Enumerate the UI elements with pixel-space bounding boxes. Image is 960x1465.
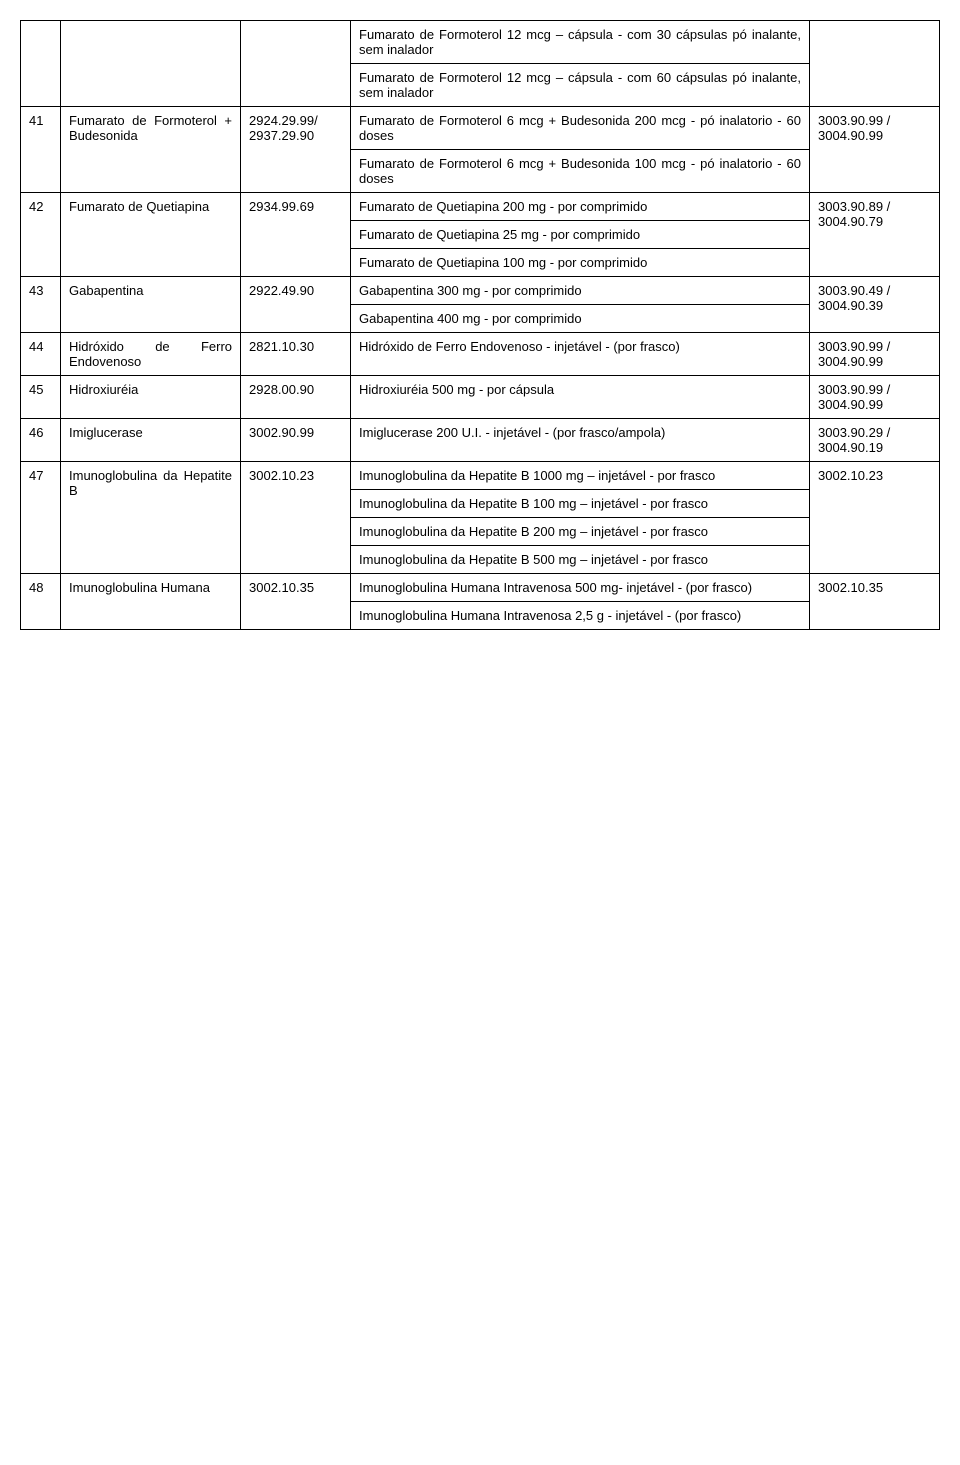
description-item: Imunoglobulina da Hepatite B 200 mg – in…: [351, 518, 809, 546]
code-secondary: 3003.90.29 / 3004.90.19: [810, 419, 940, 462]
code-secondary: 3003.90.99 / 3004.90.99: [810, 376, 940, 419]
medication-name: Gabapentina: [61, 277, 241, 333]
description-item: Fumarato de Quetiapina 25 mg - por compr…: [351, 221, 809, 249]
table-row: 47Imunoglobulina da Hepatite B3002.10.23…: [21, 462, 940, 574]
table-row: 46Imiglucerase3002.90.99Imiglucerase 200…: [21, 419, 940, 462]
code-primary: 3002.90.99: [241, 419, 351, 462]
description-cell: Imunoglobulina Humana Intravenosa 500 mg…: [351, 574, 810, 630]
description-item: Gabapentina 400 mg - por comprimido: [351, 305, 809, 333]
description-item: Fumarato de Quetiapina 200 mg - por comp…: [351, 193, 809, 221]
description-cell: Gabapentina 300 mg - por comprimidoGabap…: [351, 277, 810, 333]
description-item: Imunoglobulina da Hepatite B 500 mg – in…: [351, 546, 809, 574]
description-item: Fumarato de Formoterol 6 mcg + Budesonid…: [351, 150, 809, 193]
code-secondary: 3003.90.99 / 3004.90.99: [810, 333, 940, 376]
description-cell: Imiglucerase 200 U.I. - injetável - (por…: [351, 419, 810, 462]
medication-name: Imiglucerase: [61, 419, 241, 462]
code-primary: 3002.10.23: [241, 462, 351, 574]
row-number: 44: [21, 333, 61, 376]
code-secondary: 3003.90.49 / 3004.90.39: [810, 277, 940, 333]
description-item: Imunoglobulina da Hepatite B 100 mg – in…: [351, 490, 809, 518]
code-primary: 2821.10.30: [241, 333, 351, 376]
row-number: 42: [21, 193, 61, 277]
description-cell: Imunoglobulina da Hepatite B 1000 mg – i…: [351, 462, 810, 574]
code-primary: 3002.10.35: [241, 574, 351, 630]
description-cell: Fumarato de Formoterol 6 mcg + Budesonid…: [351, 107, 810, 193]
code-secondary: 3002.10.35: [810, 574, 940, 630]
code-secondary: 3003.90.89 / 3004.90.79: [810, 193, 940, 277]
medication-name: Imunoglobulina Humana: [61, 574, 241, 630]
medication-name: Hidróxido de Ferro Endovenoso: [61, 333, 241, 376]
code-primary: 2928.00.90: [241, 376, 351, 419]
description-item: Imunoglobulina da Hepatite B 1000 mg – i…: [351, 462, 809, 490]
table-row: 42Fumarato de Quetiapina2934.99.69Fumara…: [21, 193, 940, 277]
row-number: 47: [21, 462, 61, 574]
code-primary: 2924.29.99/ 2937.29.90: [241, 107, 351, 193]
description-item: Fumarato de Formoterol 12 mcg – cápsula …: [351, 64, 809, 107]
code-primary: 2934.99.69: [241, 193, 351, 277]
table-row: 43Gabapentina2922.49.90Gabapentina 300 m…: [21, 277, 940, 333]
table-row: 44Hidróxido de Ferro Endovenoso2821.10.3…: [21, 333, 940, 376]
description-cell: Hidroxiuréia 500 mg - por cápsula: [351, 376, 810, 419]
description-cell: Fumarato de Quetiapina 200 mg - por comp…: [351, 193, 810, 277]
description-item: Fumarato de Formoterol 12 mcg – cápsula …: [351, 21, 809, 64]
code-secondary: 3003.90.99 / 3004.90.99: [810, 107, 940, 193]
row-number: 41: [21, 107, 61, 193]
description-cell: Fumarato de Formoterol 12 mcg – cápsula …: [351, 21, 810, 107]
code-primary: 2922.49.90: [241, 277, 351, 333]
row-number: 48: [21, 574, 61, 630]
row-number: 46: [21, 419, 61, 462]
medication-table: Fumarato de Formoterol 12 mcg – cápsula …: [20, 20, 940, 630]
table-row: 45Hidroxiuréia2928.00.90Hidroxiuréia 500…: [21, 376, 940, 419]
table-row: Fumarato de Formoterol 12 mcg – cápsula …: [21, 21, 940, 107]
description-item: Imunoglobulina Humana Intravenosa 2,5 g …: [351, 602, 809, 630]
row-number: [21, 21, 61, 107]
row-number: 43: [21, 277, 61, 333]
code-primary: [241, 21, 351, 107]
code-secondary: 3002.10.23: [810, 462, 940, 574]
code-secondary: [810, 21, 940, 107]
medication-name: Hidroxiuréia: [61, 376, 241, 419]
medication-name: Fumarato de Formoterol + Budesonida: [61, 107, 241, 193]
medication-name: [61, 21, 241, 107]
medication-name: Imunoglobulina da Hepatite B: [61, 462, 241, 574]
medication-name: Fumarato de Quetiapina: [61, 193, 241, 277]
description-item: Fumarato de Formoterol 6 mcg + Budesonid…: [351, 107, 809, 150]
description-item: Imunoglobulina Humana Intravenosa 500 mg…: [351, 574, 809, 602]
row-number: 45: [21, 376, 61, 419]
table-row: 41Fumarato de Formoterol + Budesonida292…: [21, 107, 940, 193]
description-item: Gabapentina 300 mg - por comprimido: [351, 277, 809, 305]
table-row: 48Imunoglobulina Humana3002.10.35Imunogl…: [21, 574, 940, 630]
description-item: Fumarato de Quetiapina 100 mg - por comp…: [351, 249, 809, 277]
description-cell: Hidróxido de Ferro Endovenoso - injetáve…: [351, 333, 810, 376]
